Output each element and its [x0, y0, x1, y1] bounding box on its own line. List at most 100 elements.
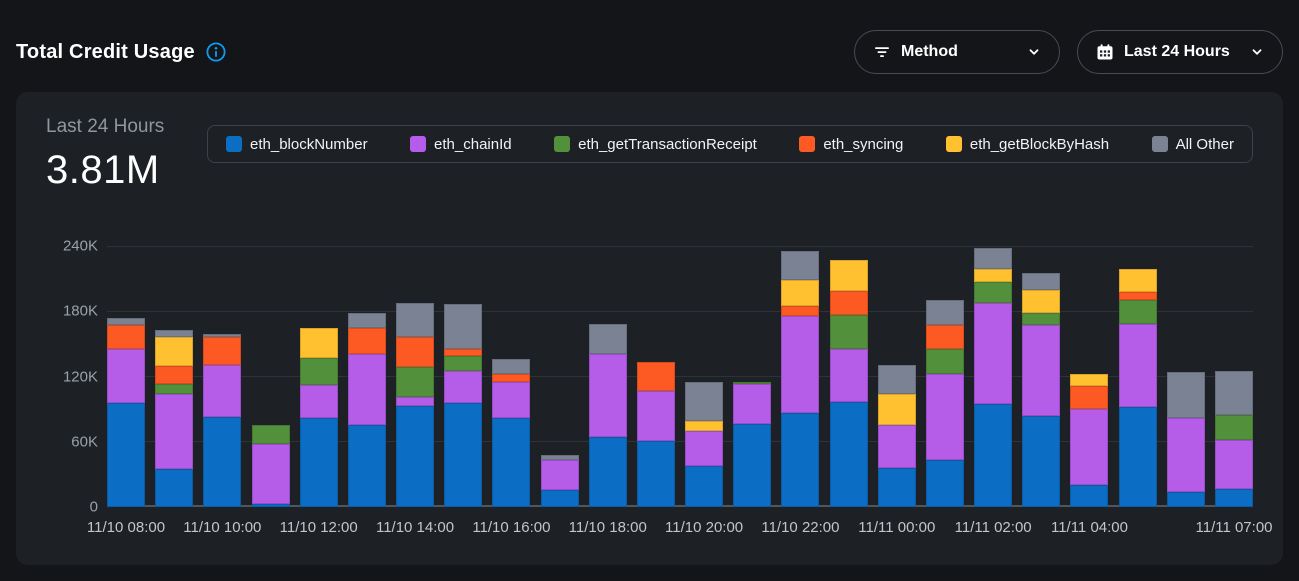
- legend-item-eth_chainid[interactable]: eth_chainId: [410, 136, 512, 153]
- bar-segment-eth_blocknumber[interactable]: [396, 405, 435, 507]
- bar-segment-eth_syncing[interactable]: [155, 365, 194, 385]
- bar-segment-all-other[interactable]: [396, 302, 435, 338]
- bar-11-11-06-00[interactable]: [1166, 372, 1205, 507]
- bar-11-11-07-00[interactable]: [1214, 371, 1253, 507]
- bar-11-10-14-00[interactable]: [396, 302, 435, 507]
- bar-segment-all-other[interactable]: [588, 324, 627, 354]
- bar-segment-eth_gettransactionreceipt[interactable]: [829, 314, 868, 350]
- bar-11-11-04-00[interactable]: [1070, 374, 1109, 507]
- bar-segment-eth_blocknumber[interactable]: [203, 416, 242, 507]
- bar-segment-eth_chainid[interactable]: [1214, 439, 1253, 489]
- bar-segment-eth_blocknumber[interactable]: [974, 403, 1013, 507]
- bar-segment-all-other[interactable]: [1166, 372, 1205, 418]
- bar-segment-eth_blocknumber[interactable]: [636, 440, 675, 507]
- bar-segment-eth_chainid[interactable]: [925, 374, 964, 461]
- bar-segment-eth_blocknumber[interactable]: [251, 503, 290, 507]
- bar-segment-all-other[interactable]: [925, 300, 964, 326]
- bar-segment-eth_syncing[interactable]: [203, 337, 242, 365]
- bar-11-10-08-00[interactable]: [107, 317, 145, 507]
- bar-segment-eth_chainid[interactable]: [492, 381, 531, 418]
- bar-segment-eth_gettransactionreceipt[interactable]: [925, 349, 964, 375]
- bar-segment-eth_getblockbyhash[interactable]: [1070, 374, 1109, 387]
- bar-segment-eth_syncing[interactable]: [781, 305, 820, 316]
- bar-11-10-21-00[interactable]: [733, 381, 772, 507]
- bar-segment-eth_chainid[interactable]: [155, 393, 194, 469]
- bar-segment-eth_chainid[interactable]: [540, 460, 579, 490]
- bar-segment-eth_blocknumber[interactable]: [155, 468, 194, 507]
- bar-segment-all-other[interactable]: [203, 334, 242, 338]
- bar-segment-eth_chainid[interactable]: [1118, 324, 1157, 407]
- bar-segment-eth_chainid[interactable]: [347, 353, 386, 426]
- bar-segment-all-other[interactable]: [492, 359, 531, 375]
- bar-segment-all-other[interactable]: [444, 303, 483, 350]
- bar-segment-eth_gettransactionreceipt[interactable]: [155, 384, 194, 394]
- bar-segment-eth_blocknumber[interactable]: [444, 402, 483, 507]
- legend-item-eth_gettransactionreceipt[interactable]: eth_getTransactionReceipt: [554, 136, 757, 153]
- bar-segment-eth_gettransactionreceipt[interactable]: [1214, 414, 1253, 440]
- bar-segment-all-other[interactable]: [974, 248, 1013, 269]
- bar-11-10-16-00[interactable]: [492, 359, 531, 507]
- bar-11-11-02-00[interactable]: [974, 248, 1013, 507]
- bar-segment-eth_gettransactionreceipt[interactable]: [396, 366, 435, 398]
- bar-segment-eth_getblockbyhash[interactable]: [877, 393, 916, 426]
- bar-segment-eth_getblockbyhash[interactable]: [974, 268, 1013, 282]
- info-icon[interactable]: [205, 41, 227, 63]
- bar-11-11-03-00[interactable]: [1022, 273, 1061, 507]
- time-range-dropdown[interactable]: Last 24 Hours: [1077, 30, 1283, 74]
- bar-11-10-18-00[interactable]: [588, 324, 627, 507]
- legend-item-all-other[interactable]: All Other: [1151, 136, 1234, 153]
- bar-11-10-19-00[interactable]: [636, 362, 675, 507]
- bar-segment-eth_gettransactionreceipt[interactable]: [1118, 300, 1157, 325]
- bar-segment-all-other[interactable]: [781, 251, 820, 280]
- bar-segment-eth_chainid[interactable]: [444, 371, 483, 403]
- bar-11-10-22-00[interactable]: [781, 251, 820, 507]
- bar-segment-eth_syncing[interactable]: [107, 325, 145, 350]
- bar-segment-all-other[interactable]: [685, 381, 724, 422]
- bar-segment-eth_gettransactionreceipt[interactable]: [974, 281, 1013, 303]
- bar-11-10-11-00[interactable]: [251, 425, 290, 507]
- bar-segment-eth_blocknumber[interactable]: [733, 424, 772, 507]
- bar-segment-all-other[interactable]: [107, 317, 145, 326]
- bar-segment-eth_getblockbyhash[interactable]: [685, 421, 724, 431]
- method-filter-dropdown[interactable]: Method: [854, 30, 1060, 74]
- bar-segment-eth_syncing[interactable]: [1070, 386, 1109, 410]
- bar-segment-all-other[interactable]: [1022, 273, 1061, 290]
- bar-segment-all-other[interactable]: [347, 313, 386, 328]
- bar-11-10-13-00[interactable]: [347, 313, 386, 507]
- bar-segment-eth_gettransactionreceipt[interactable]: [1022, 313, 1061, 326]
- bar-segment-eth_syncing[interactable]: [347, 327, 386, 354]
- bar-segment-eth_chainid[interactable]: [781, 315, 820, 414]
- bar-segment-eth_chainid[interactable]: [588, 353, 627, 438]
- bar-segment-all-other[interactable]: [540, 454, 579, 461]
- bar-segment-eth_blocknumber[interactable]: [1070, 485, 1109, 507]
- bar-segment-eth_syncing[interactable]: [636, 362, 675, 391]
- bar-segment-eth_blocknumber[interactable]: [492, 417, 531, 507]
- bar-segment-eth_blocknumber[interactable]: [540, 489, 579, 507]
- bar-segment-eth_gettransactionreceipt[interactable]: [251, 425, 290, 444]
- bar-segment-eth_chainid[interactable]: [829, 349, 868, 402]
- bar-segment-eth_blocknumber[interactable]: [925, 460, 964, 507]
- legend-item-eth_syncing[interactable]: eth_syncing: [799, 136, 903, 153]
- bar-11-10-15-00[interactable]: [444, 303, 483, 507]
- bar-11-10-12-00[interactable]: [299, 327, 338, 507]
- bar-segment-eth_getblockbyhash[interactable]: [1118, 268, 1157, 292]
- bar-segment-eth_chainid[interactable]: [107, 349, 145, 403]
- bar-segment-eth_chainid[interactable]: [1022, 325, 1061, 416]
- bar-segment-eth_chainid[interactable]: [636, 390, 675, 441]
- bar-segment-eth_syncing[interactable]: [1118, 291, 1157, 301]
- bar-segment-eth_blocknumber[interactable]: [781, 413, 820, 507]
- bar-segment-eth_syncing[interactable]: [829, 290, 868, 315]
- bar-11-11-01-00[interactable]: [925, 300, 964, 507]
- bar-segment-eth_chainid[interactable]: [396, 397, 435, 406]
- bar-segment-eth_chainid[interactable]: [203, 364, 242, 417]
- bar-segment-eth_gettransactionreceipt[interactable]: [299, 358, 338, 386]
- bar-segment-eth_blocknumber[interactable]: [685, 465, 724, 507]
- bar-segment-eth_blocknumber[interactable]: [1166, 491, 1205, 507]
- bar-11-10-20-00[interactable]: [685, 381, 724, 507]
- bar-11-11-05-00[interactable]: [1118, 268, 1157, 507]
- bar-segment-eth_getblockbyhash[interactable]: [1022, 289, 1061, 314]
- bar-segment-eth_chainid[interactable]: [733, 384, 772, 425]
- bar-segment-eth_blocknumber[interactable]: [829, 401, 868, 507]
- bar-segment-eth_blocknumber[interactable]: [299, 417, 338, 507]
- bar-segment-eth_syncing[interactable]: [444, 349, 483, 356]
